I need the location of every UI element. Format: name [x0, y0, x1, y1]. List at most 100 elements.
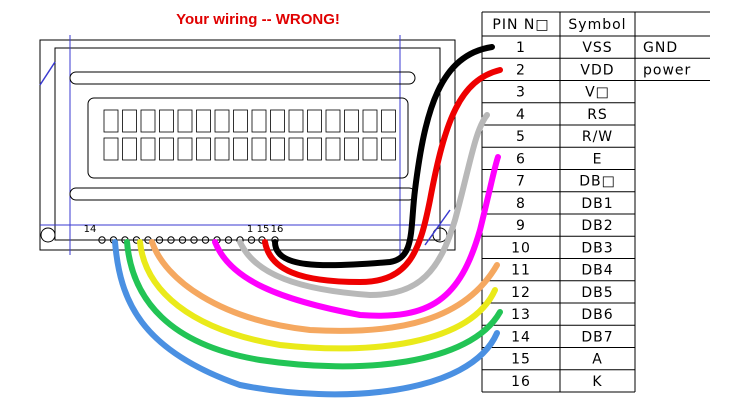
lcd-bezel-bottom	[69, 187, 416, 201]
pin	[247, 236, 256, 244]
char-cell	[325, 109, 341, 133]
pin-number: 5	[516, 129, 526, 145]
char-cell	[344, 137, 359, 161]
pin-symbol: RS	[587, 107, 608, 123]
char-cell	[122, 137, 137, 161]
wire-yellow	[137, 239, 498, 352]
char-cell	[177, 137, 193, 161]
char-cell	[288, 109, 304, 133]
pin-number: 3	[516, 85, 526, 101]
pin	[167, 236, 175, 244]
pin-number: 2	[516, 62, 526, 78]
pin-symbol: E	[593, 151, 603, 167]
pin-table: PIN N□ Symbol 1 VSS GND 2 VDD power 3 V□ 4 RS 5 R/W 6 E…	[481, 11, 710, 393]
char-cell	[288, 137, 304, 161]
pin-number: 1	[516, 40, 526, 56]
pin-number: 16	[511, 374, 531, 390]
char-cell	[214, 109, 230, 133]
pin	[201, 236, 210, 244]
pin	[190, 236, 198, 244]
wire-red	[262, 67, 503, 285]
char-cell	[140, 137, 156, 161]
pin-symbol: DB1	[581, 196, 613, 212]
pin	[98, 236, 106, 244]
char-cell	[251, 109, 267, 133]
guide-line	[39, 61, 56, 86]
guide-line	[424, 209, 451, 246]
pin-number: 7	[516, 174, 526, 190]
pin-symbol: DB3	[581, 240, 613, 256]
pin-symbol: DB5	[581, 285, 613, 301]
char-cell	[362, 109, 378, 133]
pin-number: 10	[511, 240, 531, 256]
char-cell	[159, 137, 174, 161]
char-cell	[362, 137, 378, 161]
lcd-display	[87, 97, 409, 179]
pin-label: 1	[247, 224, 253, 235]
wire-black	[272, 44, 495, 269]
pin-number: 9	[516, 218, 526, 234]
table-header: Symbol	[568, 17, 626, 33]
char-cell	[233, 109, 248, 133]
pin-number: 8	[516, 196, 526, 212]
pin-symbol: DB□	[579, 174, 616, 190]
char-cell	[251, 137, 267, 161]
pin-symbol: VSS	[582, 40, 612, 56]
char-cell	[214, 137, 230, 161]
pin-number: 6	[516, 151, 526, 167]
char-cell	[103, 137, 119, 161]
pin-number: 12	[511, 285, 531, 301]
char-cell	[270, 137, 285, 161]
char-cell	[159, 109, 174, 133]
pin-number: 14	[511, 329, 531, 345]
pin-symbol: DB2	[581, 218, 613, 234]
pin-label: 16	[271, 224, 284, 235]
wires	[112, 44, 503, 398]
pin-symbol: K	[592, 374, 602, 390]
char-cell	[307, 109, 322, 133]
wire-orange	[149, 239, 500, 334]
pin-note: power	[643, 62, 691, 78]
char-cell	[196, 109, 211, 133]
char-cell	[381, 137, 396, 161]
char-cell	[325, 137, 341, 161]
char-grid	[103, 109, 396, 161]
char-cell	[270, 109, 285, 133]
lcd-bezel-top	[69, 71, 416, 85]
wire-green	[124, 239, 503, 370]
char-cell	[177, 109, 193, 133]
pin-number: 15	[511, 352, 531, 368]
char-cell	[381, 109, 396, 133]
lcd-module: 14 1 15 16	[39, 35, 456, 255]
table-header: PIN N□	[492, 17, 549, 33]
pin-number: 11	[511, 263, 531, 279]
pin-symbol: R/W	[582, 129, 613, 145]
pin-symbol: A	[592, 352, 603, 368]
pin-symbol: VDD	[580, 62, 614, 78]
pin	[224, 236, 233, 244]
char-cell	[140, 109, 156, 133]
char-cell	[196, 137, 211, 161]
pin-label: 14	[84, 224, 97, 235]
pin-symbol: V□	[585, 85, 610, 101]
wire-magenta	[212, 154, 501, 319]
pin-label: 15	[257, 224, 270, 235]
pin-symbol: DB6	[581, 307, 613, 323]
pin	[155, 236, 164, 244]
mount-hole	[40, 227, 56, 243]
wire-blue	[112, 239, 500, 398]
pin-note: GND	[643, 40, 678, 56]
char-cell	[103, 109, 119, 133]
pin-number: 4	[516, 107, 526, 123]
pin-number: 13	[511, 307, 531, 323]
pin-symbol: DB4	[581, 263, 613, 279]
char-cell	[233, 137, 248, 161]
pin-symbol: DB7	[581, 329, 613, 345]
wire-gray	[237, 112, 490, 298]
title: Your wiring -- WRONG!	[176, 11, 340, 28]
char-cell	[344, 109, 359, 133]
char-cell	[307, 137, 322, 161]
char-cell	[122, 109, 137, 133]
pin	[178, 236, 187, 244]
